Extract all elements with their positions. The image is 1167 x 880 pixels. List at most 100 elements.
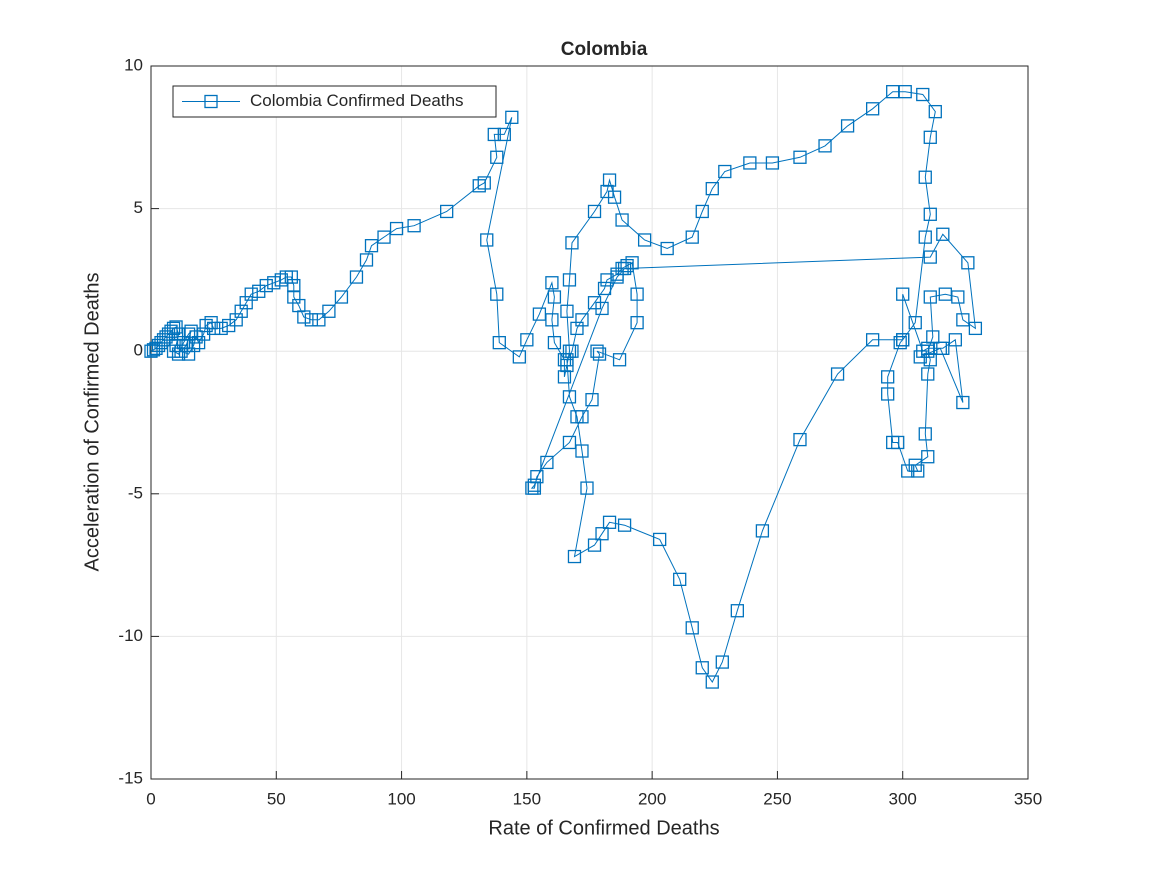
data-marker: [730, 604, 744, 618]
data-marker: [908, 316, 922, 330]
data-marker: [477, 176, 491, 190]
axes-box: [150, 65, 1029, 780]
data-marker: [918, 427, 932, 441]
data-marker: [287, 290, 301, 304]
data-marker: [587, 204, 602, 219]
chart-title: Colombia: [561, 39, 648, 60]
data-marker: [547, 290, 562, 304]
data-marker: [830, 367, 845, 381]
data-marker: [928, 104, 942, 119]
x-tick-label: 50: [267, 789, 286, 808]
data-marker: [359, 253, 374, 267]
data-marker: [956, 395, 970, 410]
legend: Colombia Confirmed Deaths: [172, 85, 497, 118]
data-marker: [497, 127, 511, 142]
data-marker: [580, 481, 594, 495]
data-marker: [169, 320, 183, 334]
data-marker: [234, 304, 248, 318]
data-marker: [755, 524, 770, 538]
y-axis-label: Acceleration of Confirmed Deaths: [81, 272, 103, 571]
data-marker: [490, 150, 504, 164]
y-tick-label: -5: [128, 483, 143, 502]
data-marker: [607, 190, 622, 204]
data-marker: [492, 335, 506, 350]
data-marker: [695, 661, 709, 675]
data-marker: [818, 139, 832, 153]
data-marker: [793, 150, 807, 164]
y-tick-label: 10: [124, 55, 143, 74]
data-marker: [918, 170, 932, 184]
data-marker: [570, 321, 584, 336]
x-axis-label: Rate of Confirmed Deaths: [488, 817, 719, 839]
data-marker: [918, 230, 932, 244]
legend-marker: [204, 94, 218, 109]
data-marker: [923, 250, 937, 264]
data-marker: [705, 181, 719, 196]
y-tick-label: 0: [134, 341, 143, 360]
data-marker: [540, 455, 554, 470]
data-marker: [597, 281, 612, 296]
data-marker: [545, 313, 559, 327]
data-marker: [585, 393, 599, 407]
data-marker: [562, 273, 577, 287]
data-marker: [490, 287, 504, 301]
data-marker: [527, 478, 542, 492]
data-marker: [961, 256, 975, 270]
data-marker: [565, 236, 579, 250]
data-marker: [377, 230, 391, 244]
data-marker: [575, 410, 589, 424]
data-marker: [896, 287, 910, 301]
data-marker: [284, 270, 298, 284]
data-marker: [547, 335, 562, 350]
data-marker: [407, 219, 421, 233]
data-marker: [956, 313, 970, 327]
data-marker: [968, 321, 983, 336]
data-marker: [630, 316, 644, 330]
data-marker: [567, 549, 582, 564]
data-marker: [297, 310, 311, 324]
data-marker: [743, 156, 757, 170]
data-marker: [259, 278, 273, 293]
data-marker: [229, 313, 243, 327]
plot-area: [151, 66, 1028, 779]
data-marker: [592, 347, 607, 361]
data-marker: [923, 290, 937, 304]
data-marker: [364, 239, 379, 253]
data-marker: [865, 102, 880, 116]
data-marker: [617, 261, 632, 276]
data-marker: [560, 304, 574, 318]
data-marker: [575, 444, 589, 458]
data-marker: [480, 233, 494, 247]
data-marker: [487, 127, 501, 142]
data-marker: [685, 230, 699, 244]
data-marker: [765, 156, 780, 170]
x-tick-label: 100: [387, 789, 415, 808]
data-marker: [881, 370, 895, 384]
data-marker: [715, 655, 729, 669]
data-marker: [893, 335, 907, 350]
data-marker: [239, 296, 253, 310]
y-tick-label: -10: [118, 626, 143, 645]
data-marker: [181, 347, 196, 361]
y-tick-label: 5: [134, 198, 143, 217]
data-marker: [520, 333, 534, 347]
data-marker: [936, 227, 950, 241]
x-tick-label: 0: [146, 789, 155, 808]
data-marker: [865, 333, 880, 347]
data-marker: [923, 207, 937, 221]
data-marker: [595, 527, 609, 541]
data-marker: [913, 350, 927, 364]
data-marker: [673, 572, 687, 587]
data-marker: [562, 435, 577, 450]
data-marker: [916, 87, 930, 102]
x-tick-label: 350: [1014, 789, 1042, 808]
data-marker: [214, 321, 228, 336]
y-tick-label: -15: [118, 768, 143, 787]
x-tick-label: 150: [513, 789, 541, 808]
data-marker: [512, 350, 526, 364]
data-marker: [602, 173, 617, 187]
data-marker: [590, 344, 604, 358]
data-marker: [793, 432, 807, 447]
data-marker: [186, 338, 201, 353]
